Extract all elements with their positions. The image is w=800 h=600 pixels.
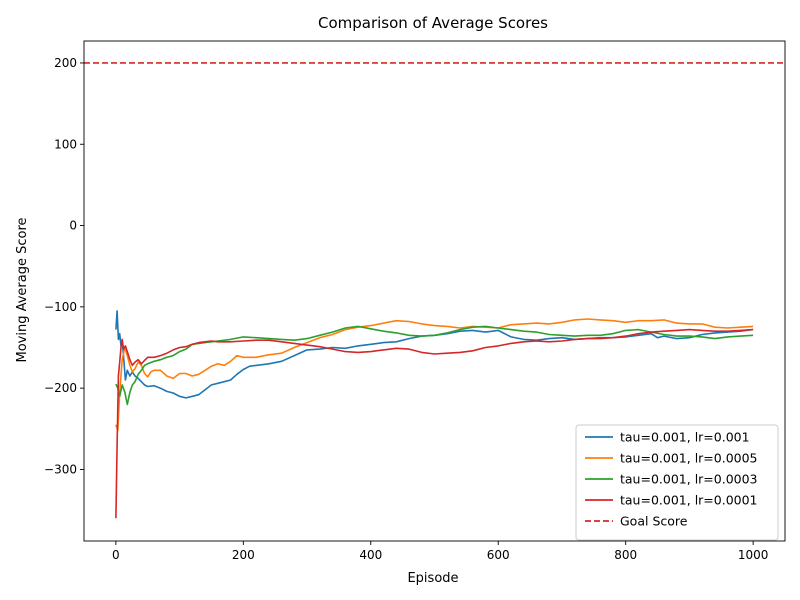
legend-box	[575, 424, 779, 541]
legend-label: Goal Score	[620, 514, 688, 529]
x-tick-label: 200	[232, 548, 255, 562]
y-tick-label: −300	[44, 462, 77, 476]
x-tick-label: 600	[487, 548, 510, 562]
x-tick-label: 0	[112, 548, 120, 562]
legend-label: tau=0.001, lr=0.0003	[620, 472, 758, 487]
y-tick-label: 0	[69, 219, 77, 233]
legend: tau=0.001, lr=0.001 tau=0.001, lr=0.0005 t…	[575, 424, 779, 541]
series-layer	[84, 62, 785, 519]
legend-label: tau=0.001, lr=0.001	[620, 430, 750, 445]
y-tick-label: 100	[54, 137, 77, 151]
y-tick-label: 200	[54, 56, 77, 70]
series-line-3	[115, 325, 754, 406]
x-tick-label: 800	[614, 548, 637, 562]
y-tick-label: −200	[44, 381, 77, 395]
x-tick-label: 400	[359, 548, 382, 562]
series-line-2	[115, 318, 754, 432]
axes-layer: 0 200 400 600 800 1000 −300 −200 −100 0 100 200	[44, 40, 786, 562]
series-line-4	[115, 328, 754, 519]
legend-label: tau=0.001, lr=0.0001	[620, 493, 758, 508]
x-axis-label: Episode	[407, 571, 458, 586]
y-axis-label: Moving Average Score	[15, 217, 30, 362]
axes-frame	[83, 40, 786, 542]
y-tick-label: −100	[44, 300, 77, 314]
chart-title: Comparison of Average Scores	[318, 14, 548, 32]
x-tick-label: 1000	[738, 548, 769, 562]
legend-label: tau=0.001, lr=0.0005	[620, 451, 758, 466]
